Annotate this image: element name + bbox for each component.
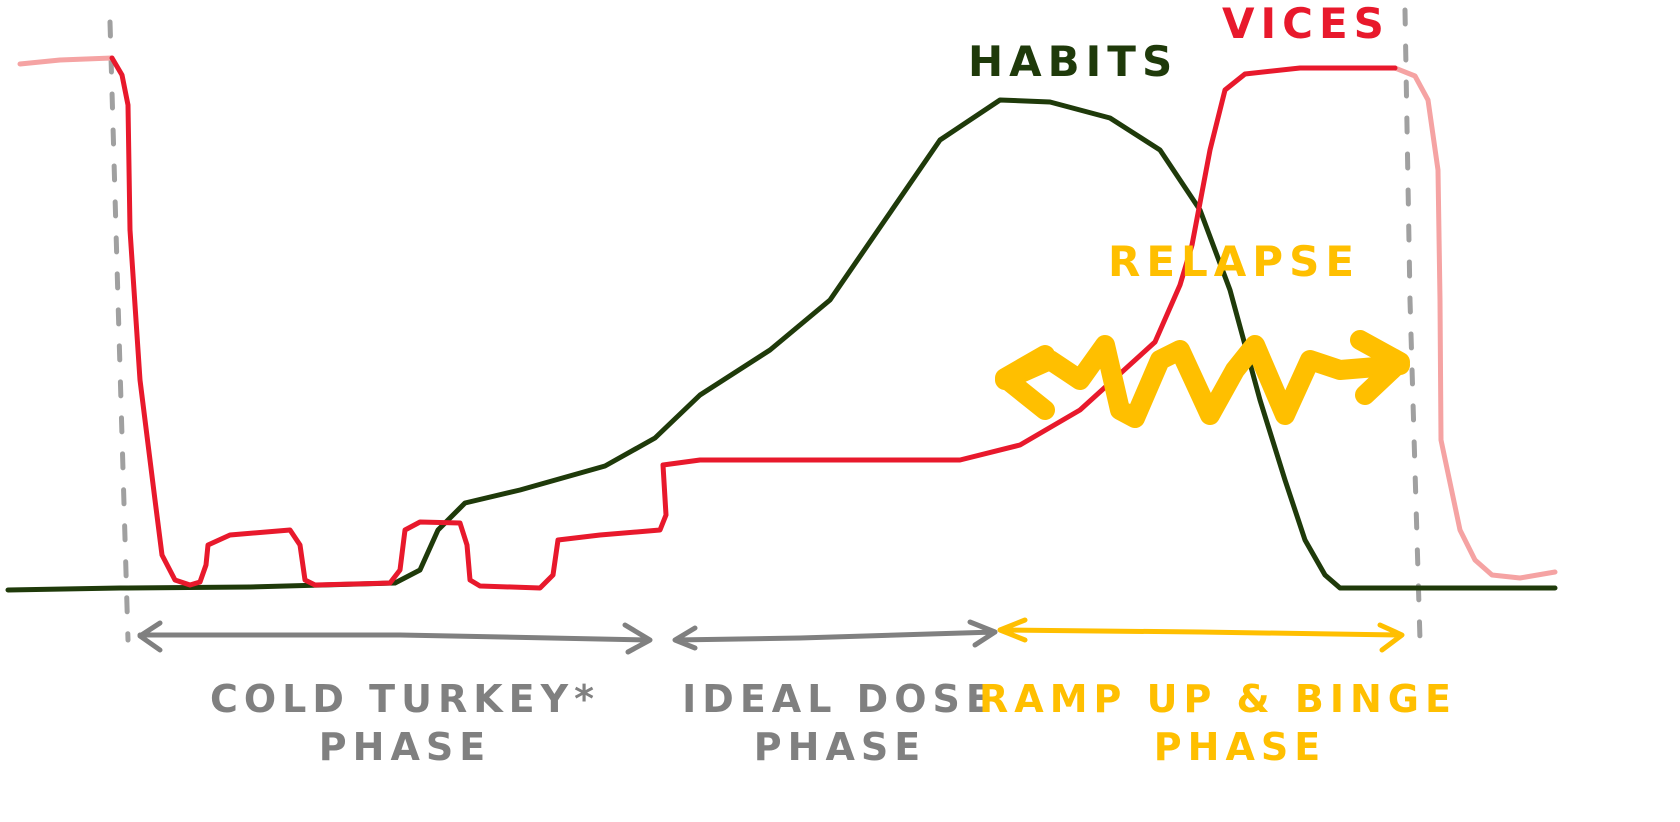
vices-line-faded-end <box>1392 65 1558 581</box>
ramp-up-phase-label: RAMP UP & BINGE <box>979 677 1457 721</box>
vices-label: VICES <box>1222 0 1390 48</box>
ramp-up-phase-label-2: PHASE <box>1154 725 1326 769</box>
vices-line-faded-start <box>17 55 115 67</box>
divider-left <box>107 19 131 643</box>
ideal-dose-range-arrow <box>672 619 998 651</box>
ideal-dose-phase-label: IDEAL DOSE <box>682 677 998 721</box>
cold-turkey-phase-label-2: PHASE <box>319 725 491 769</box>
ideal-dose-phase-label-2: PHASE <box>754 725 926 769</box>
vices-line <box>109 55 1398 591</box>
relapse-squiggle-arrow <box>995 335 1410 428</box>
cold-turkey-range-arrow <box>137 620 653 655</box>
cold-turkey-phase-label: COLD TURKEY* <box>210 677 600 721</box>
relapse-arrowhead-left <box>995 345 1055 420</box>
ramp-up-range-arrow <box>997 617 1405 653</box>
habits-label: HABITS <box>968 37 1178 86</box>
relapse-label: RELAPSE <box>1108 237 1360 286</box>
divider-right <box>1402 7 1423 643</box>
relapse-arrowhead-right <box>1350 330 1410 405</box>
habits-line <box>5 97 1558 593</box>
